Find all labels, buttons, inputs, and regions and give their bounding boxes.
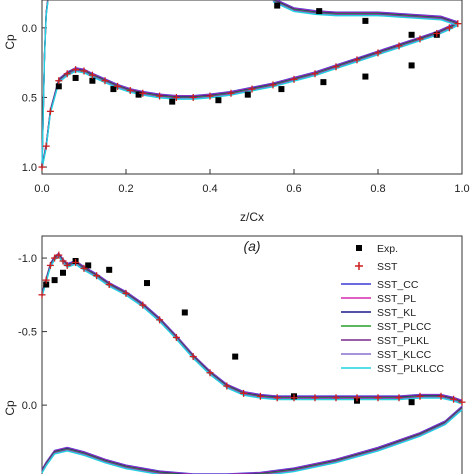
panelB-exp-point <box>144 280 150 287</box>
legend-marker-exp <box>356 245 362 251</box>
panelB-exp-point <box>85 262 92 269</box>
panelA-xtick-label: 0.4 <box>202 183 217 195</box>
panelB-exp-point <box>51 277 58 284</box>
panelA-exp-point <box>215 97 222 104</box>
panel-b: Cp -1.0-0.50.00.5 Exp. SST SST_CC SST_PL… <box>3 235 466 474</box>
panel-a-caption: (a) <box>243 238 260 254</box>
panelB-ytick-label: -0.5 <box>18 327 37 339</box>
panelB-model-curve <box>41 407 463 474</box>
panelB-exp-point <box>43 281 50 288</box>
panelB-exp-point <box>232 353 239 360</box>
panelA-xtick-label: 0.0 <box>34 183 49 195</box>
panelA-exp-point <box>316 8 323 15</box>
panelA-model-curve <box>272 1 459 27</box>
panelA-ytick-label: 0.0 <box>22 23 37 35</box>
legend-label-exp: Exp. <box>377 243 398 255</box>
legend-label-sst-pl: SST_PL <box>377 293 416 305</box>
panelA-exp-point <box>408 31 415 38</box>
panelB-exp-point <box>60 269 66 276</box>
panel-a: Cp z/Cx (a) 0.0 0.5 1.0 0.0 0.2 0.4 0.6 0.8 1.0 <box>3 0 470 254</box>
legend-label-sst-plcc: SST_PLCC <box>377 321 432 333</box>
panelB-model-curve <box>41 406 463 474</box>
legend-label-sst-plkl: SST_PLKL <box>377 335 429 347</box>
panelB-exp-point <box>408 399 415 406</box>
panel-b-ylabel: Cp <box>3 400 17 416</box>
panelA-ytick-label: 1.0 <box>22 162 37 174</box>
panelA-xtick-label: 0.6 <box>286 183 301 195</box>
panelA-exp-point <box>72 74 79 81</box>
panelA-exp-point <box>55 83 62 90</box>
panelA-xtick-label: 0.2 <box>118 183 133 195</box>
panelB-ytick-label: -1.0 <box>18 253 37 265</box>
legend-label-sst-cc: SST_CC <box>377 279 419 291</box>
legend: Exp. SST SST_CC SST_PL SST_KL SST_PLCC S… <box>341 243 445 375</box>
panelA-exp-point <box>135 91 142 98</box>
panelB-exp-point <box>106 266 113 273</box>
legend-label-sst-kl: SST_KL <box>377 307 416 319</box>
panelB-model-curve <box>41 409 463 474</box>
panel-a-markers <box>38 2 462 171</box>
panelA-exp-point <box>362 17 369 24</box>
panelA-exp-point <box>320 79 327 86</box>
panelA-exp-point <box>278 86 285 93</box>
legend-label-sst-plklcc: SST_PLKLCC <box>377 363 445 375</box>
panel-b-markers <box>38 251 466 406</box>
panelA-ytick-label: 0.5 <box>22 92 37 104</box>
panelA-exp-point <box>89 77 96 84</box>
panel-a-ticks: 0.0 0.5 1.0 0.0 0.2 0.4 0.6 0.8 1.0 <box>22 23 470 195</box>
panel-a-lines <box>41 0 459 169</box>
panel-b-ticks: -1.0-0.50.00.5 <box>18 253 47 474</box>
legend-label-sst-klcc: SST_KLCC <box>377 349 432 361</box>
panelA-exp-point <box>110 86 117 93</box>
panelA-exp-point <box>274 2 281 9</box>
panel-a-ylabel: Cp <box>3 34 17 50</box>
panelA-model-curve <box>41 1 49 169</box>
panel-a-xlabel: z/Cx <box>240 210 264 224</box>
panel-a-frame <box>41 0 463 175</box>
legend-label-sst: SST <box>377 261 398 273</box>
panelA-xtick-label: 1.0 <box>454 183 469 195</box>
panelB-ytick-label: 0.0 <box>22 400 37 412</box>
panelA-exp-point <box>244 91 251 98</box>
panelA-exp-point <box>169 98 176 105</box>
legend-marker-sst <box>355 262 363 270</box>
panelB-exp-point <box>181 309 188 316</box>
panelA-exp-point <box>362 73 369 80</box>
panelA-exp-point <box>408 62 415 69</box>
panelA-xtick-label: 0.8 <box>370 183 385 195</box>
panel-b-frame <box>41 235 463 474</box>
